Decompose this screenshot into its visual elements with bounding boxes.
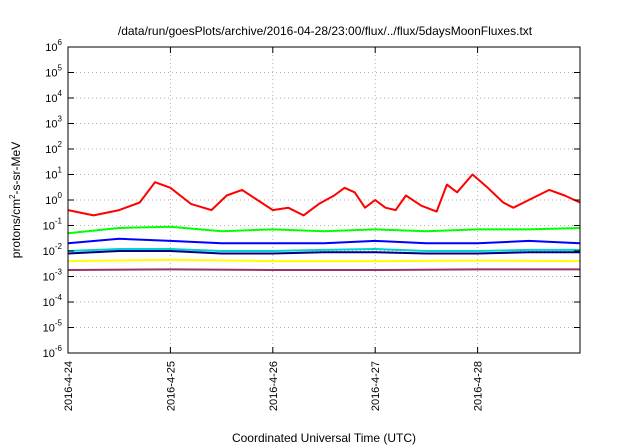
y-tick-label: 104 [45, 89, 62, 105]
y-tick-label: 10-4 [43, 293, 63, 309]
x-tick-label: 2016-4-27 [370, 361, 382, 411]
y-tick-label: 105 [45, 64, 62, 80]
y-tick-label: 102 [45, 140, 62, 156]
y-tick-label: 10-5 [43, 319, 63, 335]
x-axis-label: Coordinated Universal Time (UTC) [232, 431, 416, 445]
y-axis-label: protons/cm2-s-sr-MeV [8, 142, 23, 258]
y-tick-label: 10-6 [43, 344, 63, 360]
y-tick-label: 106 [45, 38, 62, 54]
series-group [67, 173, 581, 271]
x-tick-label: 2016-4-24 [63, 361, 75, 411]
x-tick-label: 2016-4-28 [473, 361, 485, 411]
series-line-4 [67, 248, 580, 252]
y-tick-label: 100 [45, 191, 62, 207]
series-line-6 [67, 258, 581, 263]
series-line-1 [67, 173, 581, 217]
x-tick-label: 2016-4-26 [268, 361, 280, 411]
x-tick-label: 2016-4-25 [165, 361, 177, 411]
y-tick-label: 10-1 [43, 217, 63, 233]
series-line-5 [67, 250, 580, 255]
y-tick-label: 103 [45, 115, 62, 131]
series-line-2 [67, 225, 581, 235]
series-line-3 [67, 237, 581, 245]
y-axis: 10-6 10-5 10-4 10-3 10-2 10-1 100 101 102 103 104 1… [43, 38, 580, 360]
chart-title: /data/run/goesPlots/archive/2016-04-28/2… [118, 24, 533, 38]
y-tick-label: 10-3 [43, 268, 63, 284]
series-line-7 [67, 268, 580, 271]
y-tick-label: 10-2 [43, 242, 63, 258]
x-axis: 2016-4-24 2016-4-25 2016-4-26 2016-4-27 2016… [63, 47, 485, 411]
y-tick-label: 101 [45, 166, 62, 182]
